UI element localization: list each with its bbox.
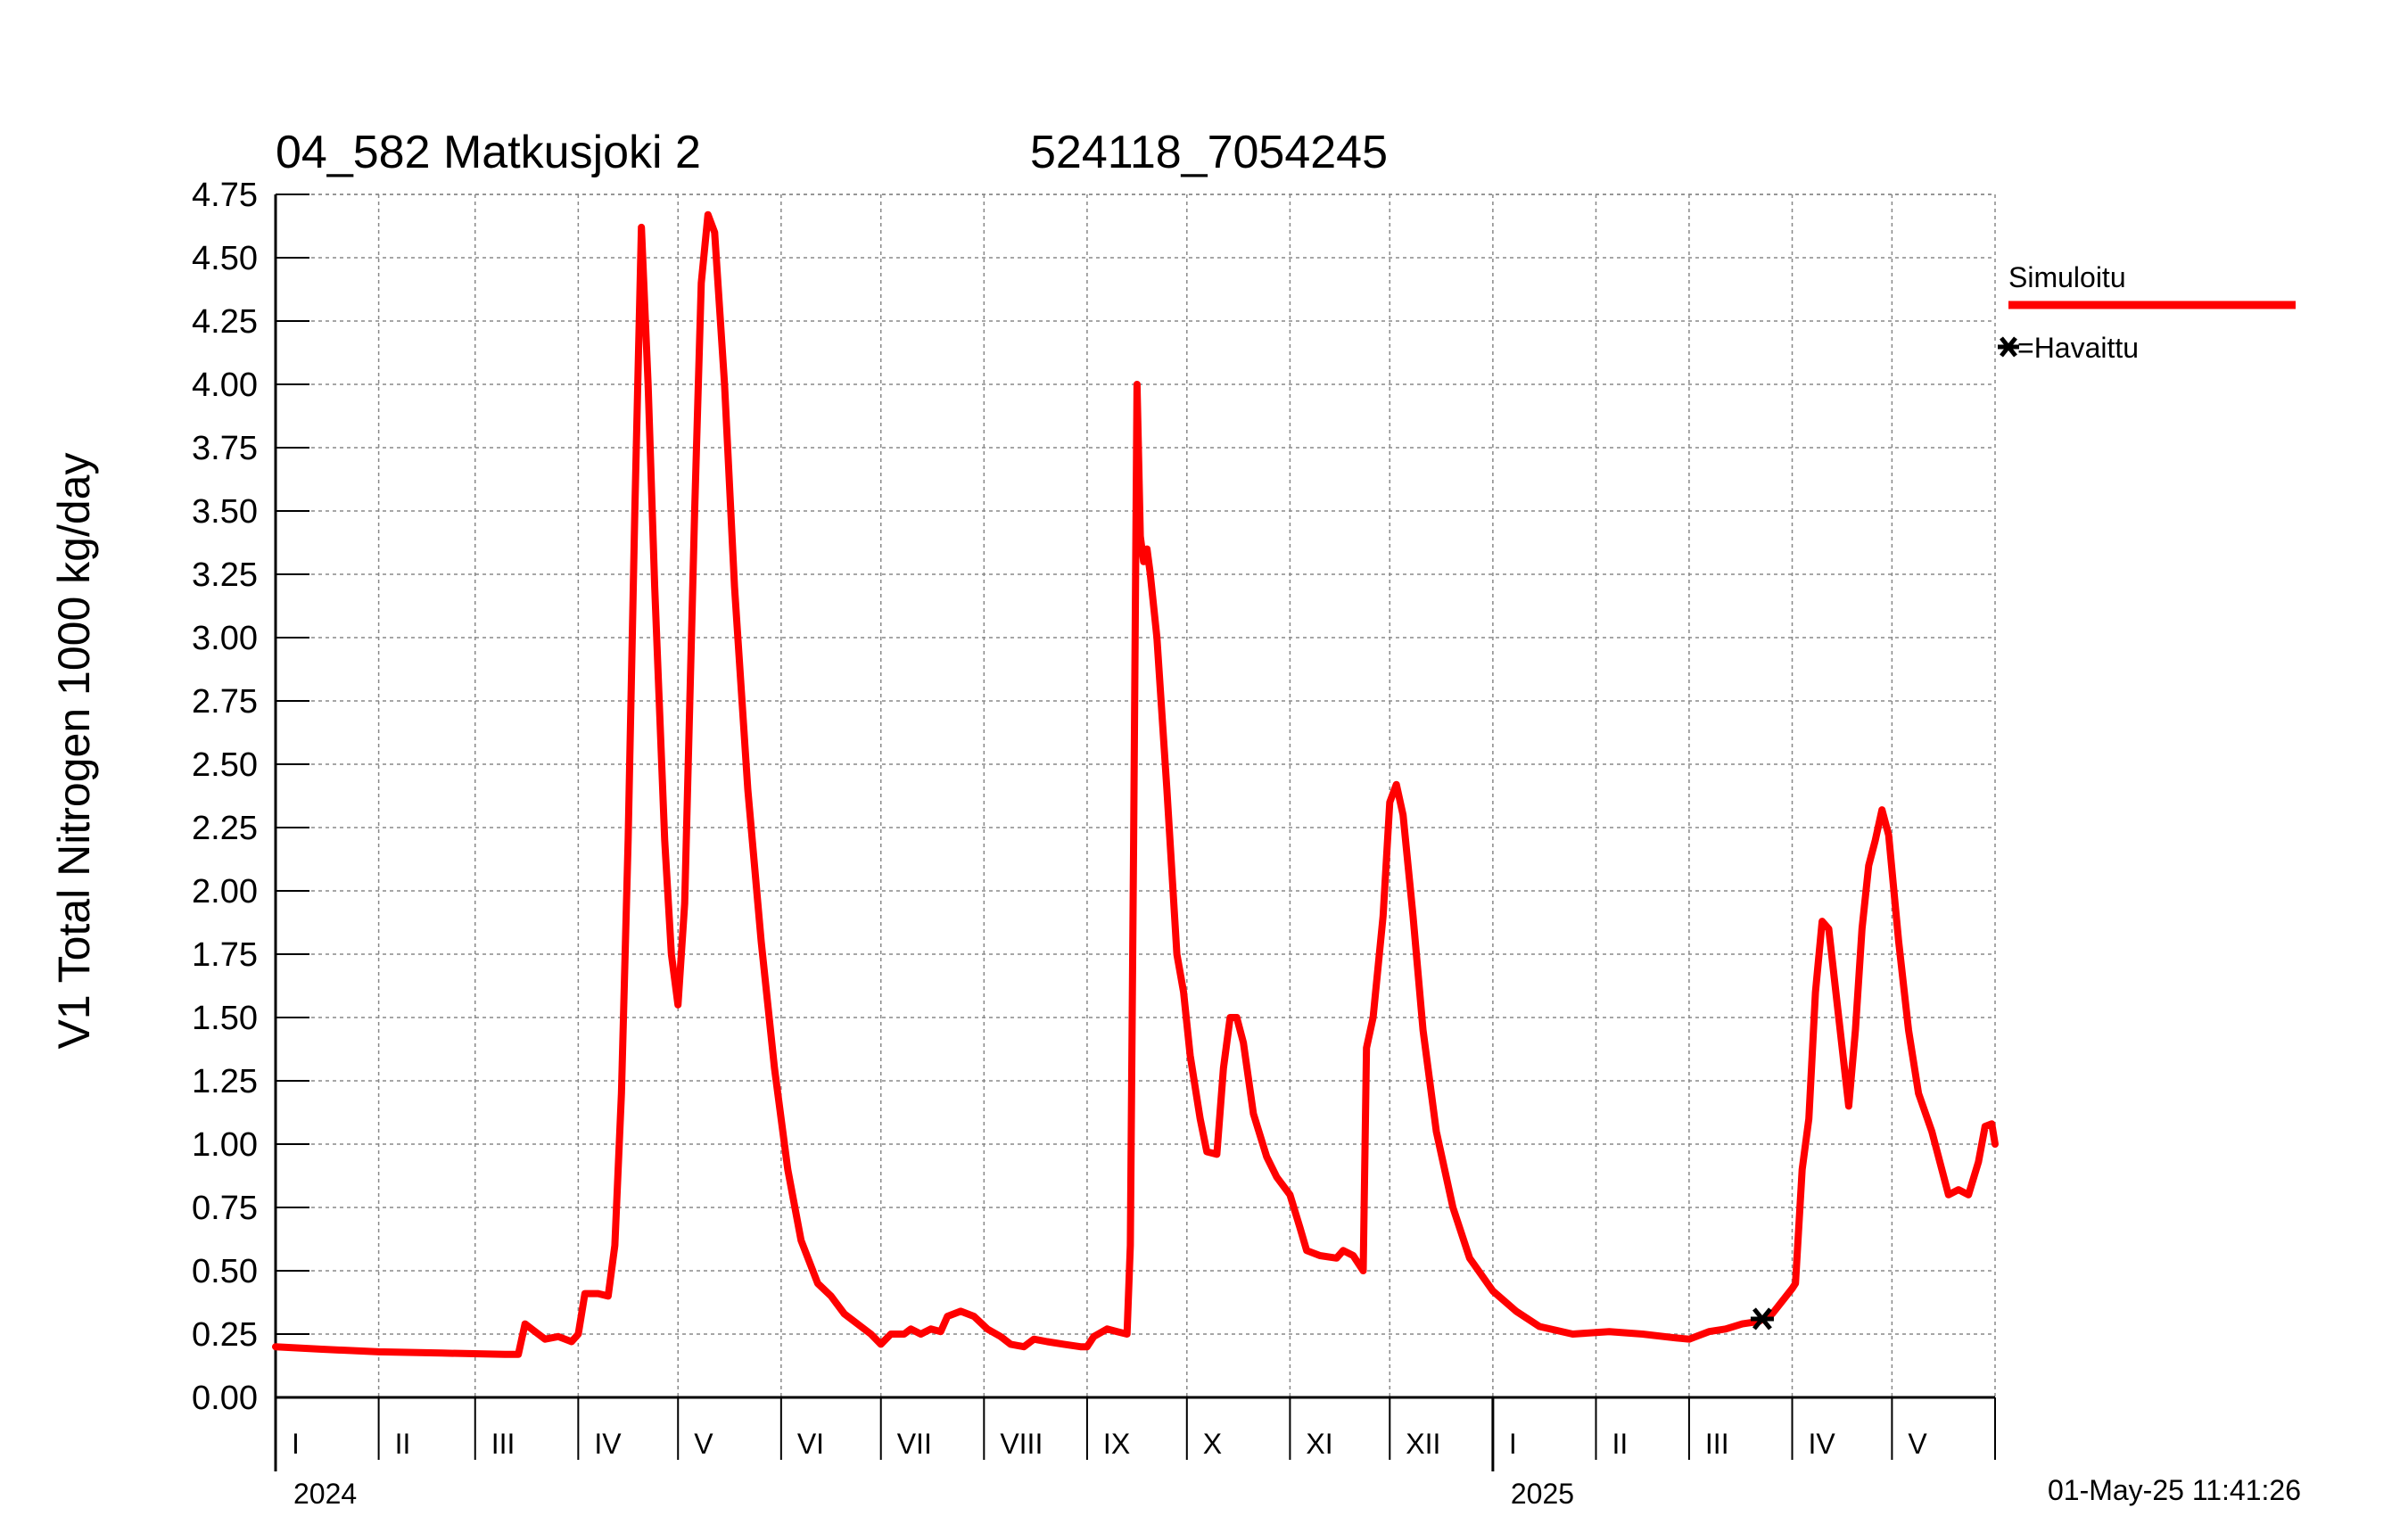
x-month-label: V: [694, 1428, 713, 1460]
legend-label-simuloitu: Simuloitu: [2008, 261, 2126, 293]
x-month-label: II: [1612, 1428, 1628, 1460]
y-tick-label: 3.50: [192, 493, 258, 531]
y-tick-label: 2.75: [192, 683, 258, 721]
y-tick-label: 0.00: [192, 1380, 258, 1417]
x-month-label: II: [395, 1428, 411, 1460]
y-tick-label: 3.75: [192, 430, 258, 467]
x-month-label: III: [1705, 1428, 1729, 1460]
legend: Simuloitu =Havaittu: [1998, 261, 2296, 364]
x-month-label: X: [1203, 1428, 1222, 1460]
y-tick-label: 2.00: [192, 873, 258, 910]
x-year-label: 2024: [293, 1478, 357, 1510]
asterisk-stroke: [1752, 1307, 1772, 1331]
x-month-label: IX: [1103, 1428, 1130, 1460]
y-tick-label: 0.50: [192, 1253, 258, 1290]
y-tick-label: 1.00: [192, 1126, 258, 1164]
observed-point-havaittu: [1750, 1307, 1774, 1331]
y-tick-label: 4.75: [192, 177, 258, 214]
x-month-label: VII: [897, 1428, 932, 1460]
x-month-label: XI: [1306, 1428, 1332, 1460]
legend-label-havaittu: =Havaittu: [2017, 332, 2139, 364]
y-tick-label: 4.00: [192, 367, 258, 404]
y-tick-label: 4.25: [192, 303, 258, 341]
y-tick-label: 2.50: [192, 746, 258, 784]
x-month-label: V: [1908, 1428, 1927, 1460]
x-month-label: XII: [1406, 1428, 1440, 1460]
x-month-label: IV: [1809, 1428, 1836, 1460]
series-line-simuloitu: [272, 210, 1999, 1358]
chart-subtitle: 524118_7054245: [1030, 127, 1388, 178]
timestamp: 01-May-25 11:41:26: [2048, 1474, 2301, 1506]
series-layer: [272, 210, 1999, 1358]
x-month-label: VIII: [1000, 1428, 1043, 1460]
x-month-label: I: [1509, 1428, 1517, 1460]
y-tick-label: 0.75: [192, 1190, 258, 1227]
legend-asterisk-icon: [1998, 336, 2019, 358]
y-tick-label: 3.25: [192, 556, 258, 594]
y-tick-label: 3.00: [192, 620, 258, 657]
x-month-label: VI: [797, 1428, 824, 1460]
y-ticks: 0.00 0.25 0.50 0.75 1.00 1.25 1.50 1.75 2.00 2.25…: [192, 177, 309, 1417]
y-axis-label: V1 Total Nitrogen 1000 kg/day: [49, 453, 99, 1050]
x-month-label: I: [292, 1428, 300, 1460]
axes: [274, 194, 1996, 1471]
y-tick-label: 1.25: [192, 1063, 258, 1100]
x-month-label: III: [491, 1428, 515, 1460]
chart-title: 04_582 Matkusjoki 2: [276, 127, 701, 178]
y-tick-label: 1.75: [192, 936, 258, 974]
y-tick-label: 1.50: [192, 1000, 258, 1037]
y-tick-label: 4.50: [192, 240, 258, 277]
x-month-label: IV: [594, 1428, 622, 1460]
y-tick-label: 0.25: [192, 1316, 258, 1354]
y-tick-label: 2.25: [192, 810, 258, 847]
x-year-label: 2025: [1511, 1478, 1574, 1510]
